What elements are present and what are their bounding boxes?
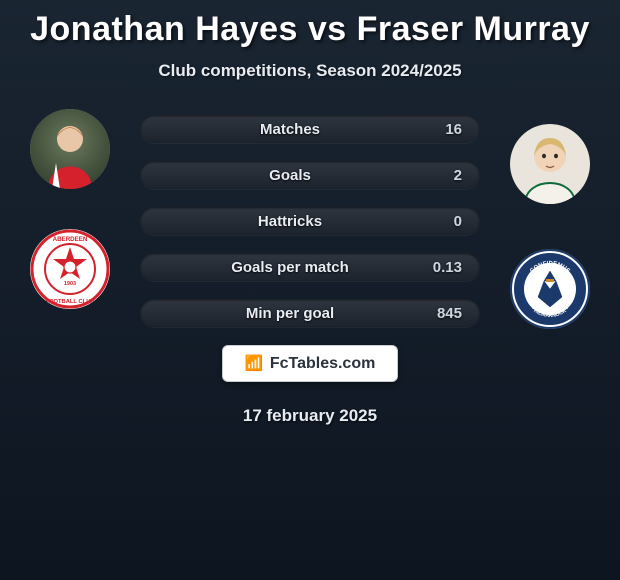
- stat-value: 845: [422, 305, 462, 322]
- stat-label: Hattricks: [158, 213, 422, 230]
- stat-row-hattricks: Hattricks 0: [140, 207, 480, 235]
- svg-text:1903: 1903: [64, 281, 76, 287]
- brand-text: FcTables.com: [270, 355, 376, 372]
- player2-club-crest: CONFIDEMUS • KILMARNOCK •: [510, 249, 590, 329]
- player1-club-crest: ABERDEEN FOOTBALL CLUB 1903: [30, 229, 110, 309]
- stat-label: Goals per match: [158, 259, 422, 276]
- player2-avatar: [510, 124, 590, 204]
- page-title: Jonathan Hayes vs Fraser Murray: [0, 0, 620, 49]
- stat-value: 0: [422, 213, 462, 230]
- stat-value: 0.13: [422, 259, 462, 276]
- brand-footer: 📶 FcTables.com: [0, 345, 620, 382]
- stat-value: 2: [422, 167, 462, 184]
- chart-icon: 📶: [245, 355, 264, 372]
- stat-label: Goals: [158, 167, 422, 184]
- svg-text:ABERDEEN: ABERDEEN: [53, 236, 88, 243]
- stat-bars: Matches 16 Goals 2 Hattricks 0 Goals per…: [140, 109, 480, 327]
- brand-badge: 📶 FcTables.com: [222, 345, 399, 382]
- stat-label: Min per goal: [158, 305, 422, 322]
- subtitle: Club competitions, Season 2024/2025: [0, 61, 620, 81]
- comparison-area: ABERDEEN FOOTBALL CLUB 1903 CONFIDE: [0, 109, 620, 426]
- stat-row-goals: Goals 2: [140, 161, 480, 189]
- player1-avatar: [30, 109, 110, 189]
- stat-row-min-per-goal: Min per goal 845: [140, 299, 480, 327]
- stat-value: 16: [422, 121, 462, 138]
- stat-row-goals-per-match: Goals per match 0.13: [140, 253, 480, 281]
- stat-row-matches: Matches 16: [140, 115, 480, 143]
- date-text: 17 february 2025: [0, 406, 620, 426]
- stat-label: Matches: [158, 121, 422, 138]
- svg-text:FOOTBALL CLUB: FOOTBALL CLUB: [45, 299, 94, 305]
